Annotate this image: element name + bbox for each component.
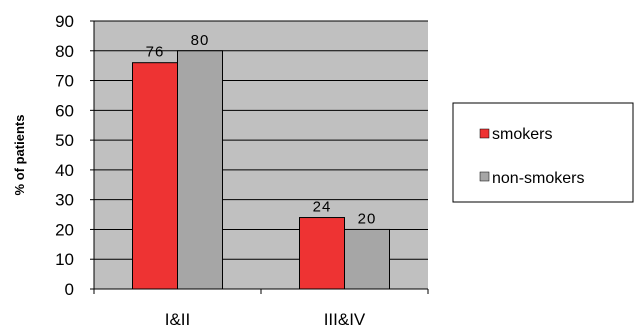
- y-tick-label: 10: [55, 250, 74, 269]
- data-label: 76: [146, 44, 165, 61]
- y-tick-label: 70: [55, 72, 74, 91]
- bar-non-smokers-2: [344, 228, 390, 290]
- legend-box: [452, 102, 634, 203]
- y-tick-label: 40: [55, 161, 74, 180]
- bar-non-smokers-1: [177, 50, 223, 290]
- y-axis-ticks: 0 10 20 30 40 50 60 70 80 90: [55, 12, 94, 299]
- bar-smokers-1: [132, 62, 178, 290]
- y-tick-label: 30: [55, 191, 74, 210]
- bars: [132, 50, 390, 290]
- legend-swatch-smokers: [479, 128, 490, 139]
- y-tick-label: 50: [55, 131, 74, 150]
- x-tick-label: I&II: [165, 310, 191, 329]
- data-label: 20: [358, 210, 377, 227]
- data-label: 24: [313, 199, 332, 216]
- x-tick-label: III&IV: [324, 310, 366, 329]
- legend-swatch-non-smokers: [479, 171, 490, 182]
- y-tick-label: 90: [55, 12, 74, 31]
- y-tick-label: 80: [55, 42, 74, 61]
- y-axis-label: % of patients: [12, 115, 27, 196]
- y-tick-label: 60: [55, 101, 74, 120]
- data-labels: 76 80 24 20: [146, 32, 377, 228]
- legend-label-smokers: smokers: [492, 126, 552, 143]
- legend: smokers non-smokers: [452, 102, 634, 203]
- bar-smokers-2: [299, 217, 345, 290]
- x-axis-ticks: I&II III&IV: [93, 289, 429, 329]
- y-tick-label: 0: [65, 280, 74, 299]
- y-tick-label: 20: [55, 220, 74, 239]
- legend-label-non-smokers: non-smokers: [492, 170, 584, 187]
- data-label: 80: [191, 32, 210, 49]
